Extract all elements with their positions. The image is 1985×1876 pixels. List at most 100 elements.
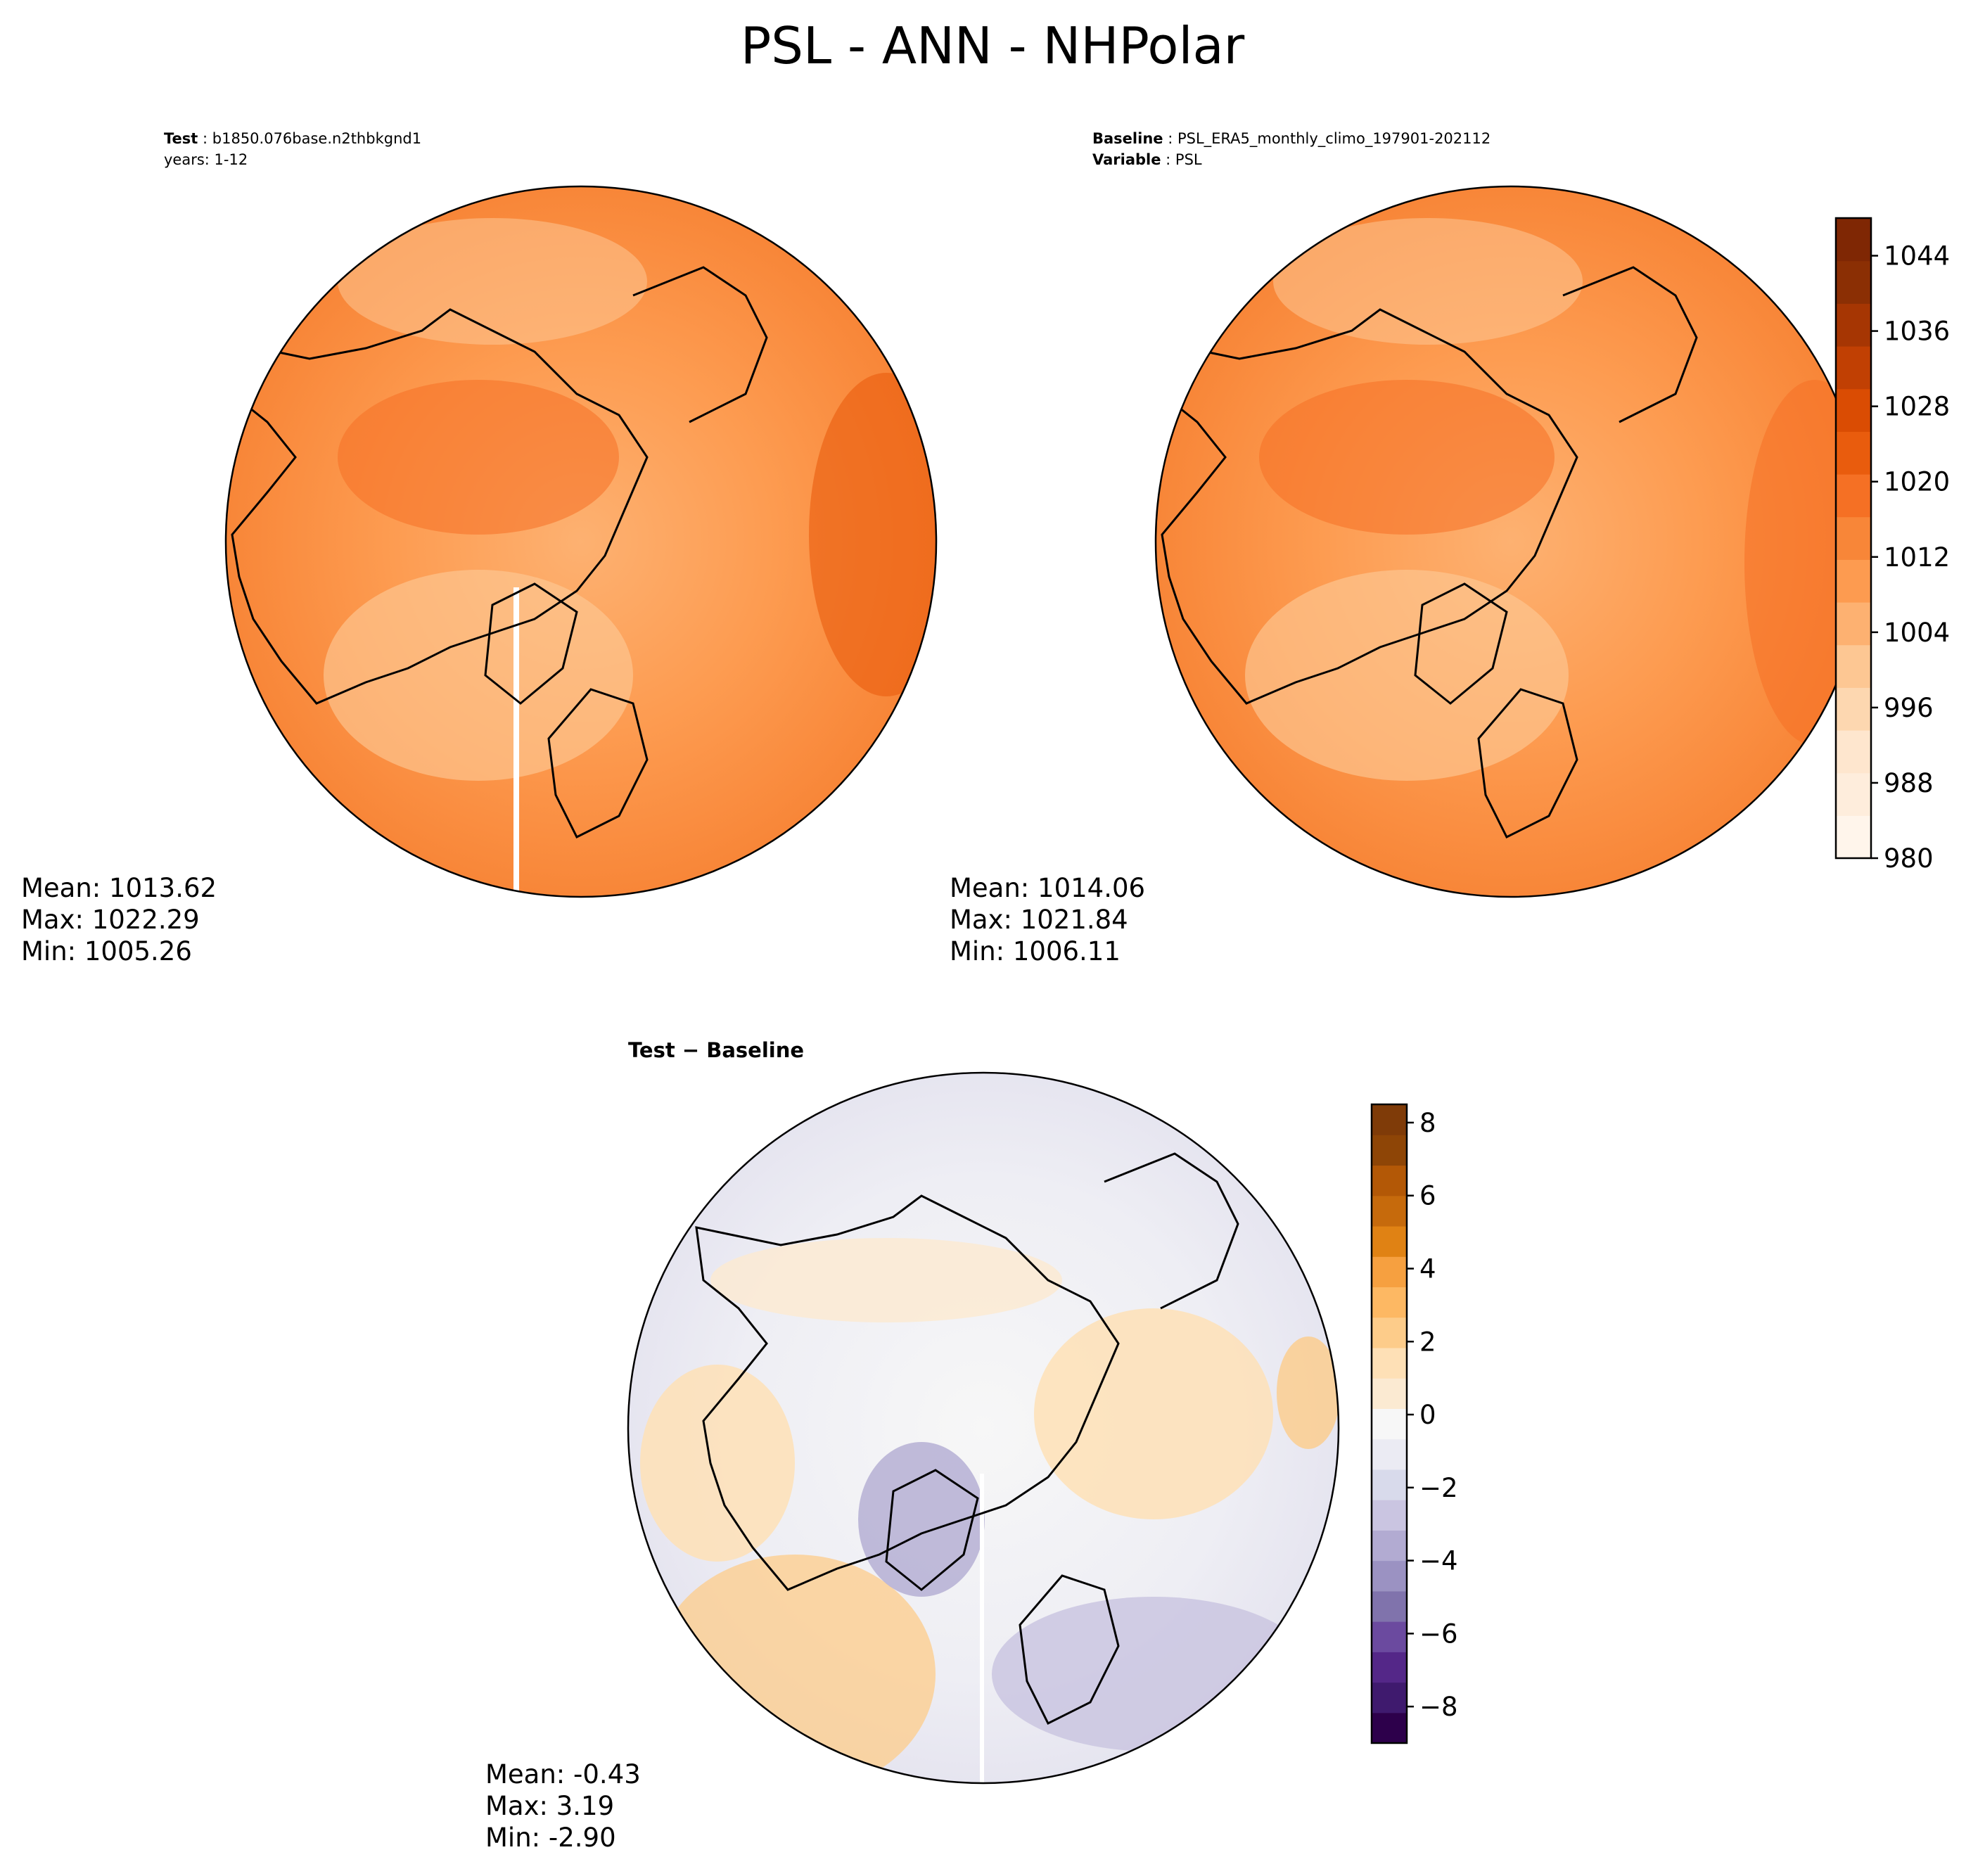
baseline-mean: Mean: 1014.06: [950, 873, 1146, 903]
difference-title: Test − Baseline: [628, 1038, 805, 1062]
baseline-label-key: Baseline: [1092, 130, 1163, 147]
baseline-low-pressure-region: [1273, 218, 1583, 345]
test-low-pressure-region: [338, 218, 647, 345]
main-colorbar-swatch: [1836, 730, 1871, 774]
difference-colorbar-swatch: [1372, 1469, 1407, 1500]
main-colorbar-tick-label: 1012: [1884, 542, 1950, 573]
difference-colorbar-swatch: [1372, 1682, 1407, 1714]
test-coastline: [547, 688, 649, 839]
test-low-pressure-region: [324, 570, 633, 781]
difference-colorbar-swatch: [1372, 1560, 1407, 1592]
difference-map-boundary: [627, 1071, 1340, 1785]
main-colorbar-tick-label: 1004: [1884, 618, 1950, 648]
difference-positive-region: [1277, 1336, 1339, 1449]
main-colorbar-swatch: [1836, 687, 1871, 731]
main-colorbar-swatch: [1836, 346, 1871, 390]
main-colorbar-swatch: [1836, 602, 1871, 646]
difference-colorbar-swatch: [1372, 1712, 1407, 1744]
main-colorbar-swatch: [1836, 388, 1871, 432]
main-colorbar-swatch: [1836, 474, 1871, 518]
difference-colorbar-swatch: [1372, 1287, 1407, 1318]
difference-colorbar-swatch: [1372, 1195, 1407, 1227]
test-mean: Mean: 1013.62: [21, 873, 217, 903]
difference-colorbar-swatch: [1372, 1256, 1407, 1288]
baseline-low-pressure-region: [1245, 570, 1569, 781]
test-high-pressure-region: [809, 373, 936, 696]
main-colorbar-swatch: [1836, 559, 1871, 603]
test-coastline: [226, 308, 649, 705]
baseline-coastline: [1562, 266, 1698, 423]
difference-colorbar-swatch: [1372, 1652, 1407, 1683]
variable-label-value: PSL: [1175, 151, 1202, 168]
test-max: Max: 1022.29: [21, 905, 200, 935]
difference-stats: Mean: -0.43 Max: 3.19 Min: -2.90: [485, 1759, 641, 1853]
difference-coastline: [1019, 1574, 1120, 1725]
difference-colorbar-swatch: [1372, 1438, 1407, 1470]
main-colorbar-tick-label: 988: [1884, 768, 1934, 798]
difference-colorbar-swatch: [1372, 1621, 1407, 1652]
main-colorbar-swatch: [1836, 644, 1871, 688]
figure-title: PSL - ANN - NHPolar: [740, 16, 1245, 75]
main-colorbar-tick-label: 1020: [1884, 467, 1950, 497]
baseline-coastline: [1156, 308, 1578, 705]
difference-colorbar-swatch: [1372, 1590, 1407, 1622]
test-min: Min: 1005.26: [21, 936, 192, 966]
difference-colorbar-tick-label: 2: [1419, 1327, 1436, 1357]
main-colorbar-swatch: [1836, 431, 1871, 475]
baseline-stats: Mean: 1014.06 Max: 1021.84 Min: 1006.11: [950, 872, 1145, 967]
difference-colorbar-tick-label: −2: [1419, 1473, 1458, 1503]
difference-colorbar-tick-label: 8: [1419, 1108, 1436, 1138]
test-map: [224, 185, 938, 898]
difference-colorbar-swatch: [1372, 1225, 1407, 1257]
difference-colorbar-swatch: [1372, 1378, 1407, 1409]
difference-colorbar-tick-label: 6: [1419, 1181, 1436, 1211]
test-coastline: [632, 266, 768, 423]
difference-colorbar-swatch: [1372, 1408, 1407, 1440]
difference-mean: Mean: -0.43: [485, 1759, 641, 1789]
test-map-boundary: [224, 185, 938, 898]
difference-positive-region: [640, 1365, 795, 1562]
main-colorbar-tick-label: 1028: [1884, 392, 1950, 422]
difference-colorbar-frame: [1370, 1103, 1408, 1744]
difference-colorbar-swatch: [1372, 1165, 1407, 1197]
difference-colorbar-swatch: [1372, 1530, 1407, 1562]
test-high-pressure-region: [338, 380, 619, 535]
difference-colorbar-tick-label: 4: [1419, 1253, 1436, 1284]
main-colorbar-swatch: [1836, 772, 1871, 816]
test-header: Test : b1850.076base.n2thbkgnd1 years: 1…: [164, 128, 421, 170]
test-data-seam: [513, 587, 519, 897]
difference-negative-region: [992, 1597, 1315, 1751]
baseline-high-pressure-region: [1259, 380, 1555, 535]
main-colorbar-tick-label: 1044: [1884, 241, 1950, 272]
difference-colorbar-tick-label: −8: [1419, 1692, 1458, 1722]
main-colorbar-swatch: [1836, 303, 1871, 347]
difference-positive-region: [654, 1555, 936, 1783]
main-colorbar-tick-label: 1036: [1884, 317, 1950, 347]
difference-max: Max: 3.19: [485, 1791, 615, 1821]
test-years: years: 1-12: [164, 151, 248, 168]
test-stats: Mean: 1013.62 Max: 1022.29 Min: 1005.26: [21, 872, 217, 967]
difference-colorbar-tick-label: 0: [1419, 1400, 1436, 1430]
difference-colorbar-tick-label: −6: [1419, 1619, 1458, 1649]
main-colorbar-swatch: [1836, 218, 1871, 262]
difference-positive-region: [1034, 1308, 1273, 1519]
main-colorbar-swatch: [1836, 516, 1871, 560]
difference-colorbar-swatch: [1372, 1104, 1407, 1135]
difference-colorbar: 8 6 4 2 0 −2 −4 −6 −8: [1370, 1103, 1458, 1744]
test-coastline: [484, 582, 578, 705]
difference-colorbar-tick-label: −4: [1419, 1546, 1458, 1576]
baseline-max: Max: 1021.84: [950, 905, 1128, 935]
difference-colorbar-swatch: [1372, 1135, 1407, 1166]
difference-map: [627, 1071, 1340, 1785]
baseline-coastline: [1477, 688, 1578, 839]
main-colorbar-swatch: [1836, 815, 1871, 859]
baseline-map: [1154, 185, 1868, 898]
difference-positive-region: [710, 1238, 1062, 1322]
difference-data-seam: [980, 1474, 984, 1783]
main-colorbar-swatch: [1836, 260, 1871, 304]
baseline-coastline: [1414, 582, 1508, 705]
difference-min: Min: -2.90: [485, 1823, 616, 1853]
variable-label-key: Variable: [1092, 151, 1161, 168]
difference-coastline: [885, 1469, 979, 1591]
